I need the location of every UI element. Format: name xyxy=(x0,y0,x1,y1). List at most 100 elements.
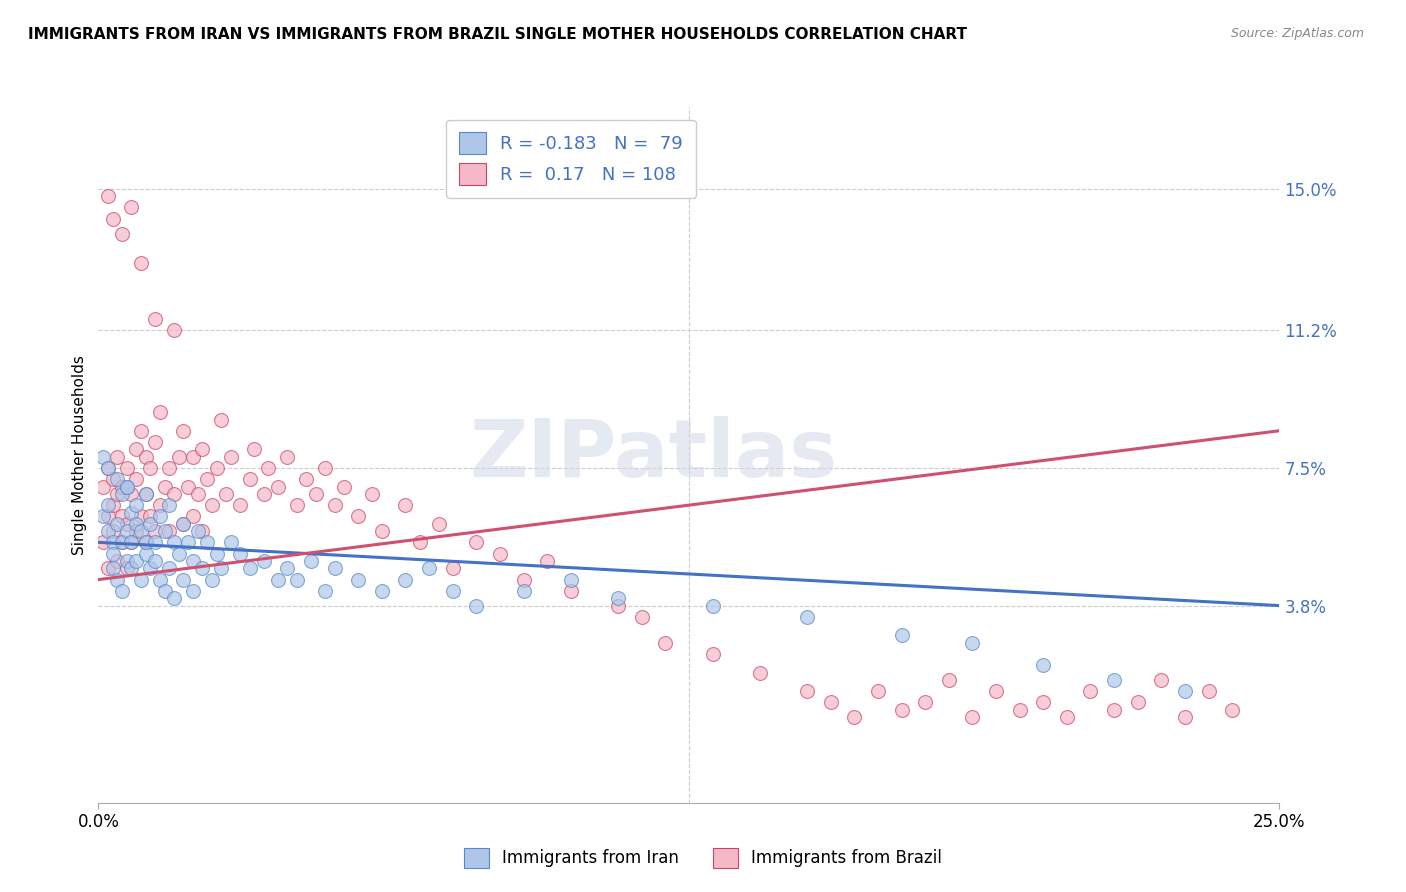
Point xyxy=(111,227,134,241)
Point xyxy=(149,405,172,419)
Point xyxy=(560,583,582,598)
Point xyxy=(129,573,152,587)
Point xyxy=(101,498,124,512)
Point xyxy=(962,710,984,724)
Point xyxy=(465,535,488,549)
Point xyxy=(205,461,228,475)
Point xyxy=(333,479,356,493)
Point xyxy=(105,554,128,568)
Point xyxy=(135,450,157,464)
Point xyxy=(427,516,450,531)
Point xyxy=(125,554,148,568)
Point xyxy=(125,472,148,486)
Point xyxy=(135,535,157,549)
Point xyxy=(181,450,204,464)
Point xyxy=(314,461,336,475)
Point xyxy=(129,509,152,524)
Point xyxy=(748,665,770,680)
Point xyxy=(1008,703,1031,717)
Point xyxy=(163,323,186,337)
Point xyxy=(115,479,138,493)
Point xyxy=(105,487,128,501)
Point xyxy=(115,461,138,475)
Point xyxy=(253,554,276,568)
Point xyxy=(299,554,322,568)
Point xyxy=(167,547,190,561)
Point xyxy=(143,312,166,326)
Point xyxy=(97,189,120,203)
Point xyxy=(347,509,370,524)
Point xyxy=(157,524,180,539)
Point xyxy=(187,524,209,539)
Point xyxy=(135,535,157,549)
Point xyxy=(115,524,138,539)
Point xyxy=(267,479,290,493)
Point xyxy=(111,535,134,549)
Point xyxy=(105,450,128,464)
Text: Source: ZipAtlas.com: Source: ZipAtlas.com xyxy=(1230,27,1364,40)
Point xyxy=(153,583,176,598)
Point xyxy=(97,461,120,475)
Point xyxy=(305,487,328,501)
Point xyxy=(276,561,298,575)
Point xyxy=(111,509,134,524)
Point xyxy=(209,412,232,426)
Point xyxy=(91,479,114,493)
Legend: R = -0.183   N =  79, R =  0.17   N = 108: R = -0.183 N = 79, R = 0.17 N = 108 xyxy=(446,120,696,198)
Y-axis label: Single Mother Households: Single Mother Households xyxy=(72,355,87,555)
Point xyxy=(125,524,148,539)
Point xyxy=(201,498,224,512)
Point xyxy=(191,561,214,575)
Point xyxy=(267,573,290,587)
Point xyxy=(201,573,224,587)
Point xyxy=(172,516,194,531)
Point xyxy=(361,487,384,501)
Point xyxy=(115,479,138,493)
Point xyxy=(111,583,134,598)
Point xyxy=(195,472,218,486)
Point xyxy=(111,535,134,549)
Point xyxy=(115,554,138,568)
Point xyxy=(295,472,318,486)
Point xyxy=(121,535,143,549)
Point xyxy=(219,535,242,549)
Point xyxy=(253,487,276,501)
Point xyxy=(630,609,652,624)
Point xyxy=(101,524,124,539)
Point xyxy=(177,479,200,493)
Point xyxy=(796,609,818,624)
Point xyxy=(101,547,124,561)
Point xyxy=(276,450,298,464)
Point xyxy=(97,561,120,575)
Point xyxy=(239,472,262,486)
Point xyxy=(187,487,209,501)
Point xyxy=(607,599,630,613)
Point xyxy=(172,573,194,587)
Point xyxy=(702,647,724,661)
Point xyxy=(209,561,232,575)
Point xyxy=(984,684,1007,698)
Point xyxy=(1080,684,1102,698)
Point xyxy=(890,628,912,642)
Point xyxy=(157,498,180,512)
Point xyxy=(153,479,176,493)
Point xyxy=(536,554,558,568)
Point xyxy=(157,461,180,475)
Point xyxy=(285,498,308,512)
Point xyxy=(1032,658,1054,673)
Point xyxy=(121,535,143,549)
Point xyxy=(172,516,194,531)
Point xyxy=(115,561,138,575)
Point xyxy=(1198,684,1220,698)
Point xyxy=(465,599,488,613)
Point xyxy=(101,472,124,486)
Legend: Immigrants from Iran, Immigrants from Brazil: Immigrants from Iran, Immigrants from Br… xyxy=(457,841,949,875)
Point xyxy=(441,561,464,575)
Point xyxy=(91,450,114,464)
Point xyxy=(101,211,124,226)
Point xyxy=(205,547,228,561)
Point xyxy=(489,547,512,561)
Point xyxy=(143,434,166,449)
Point xyxy=(139,561,162,575)
Point xyxy=(125,516,148,531)
